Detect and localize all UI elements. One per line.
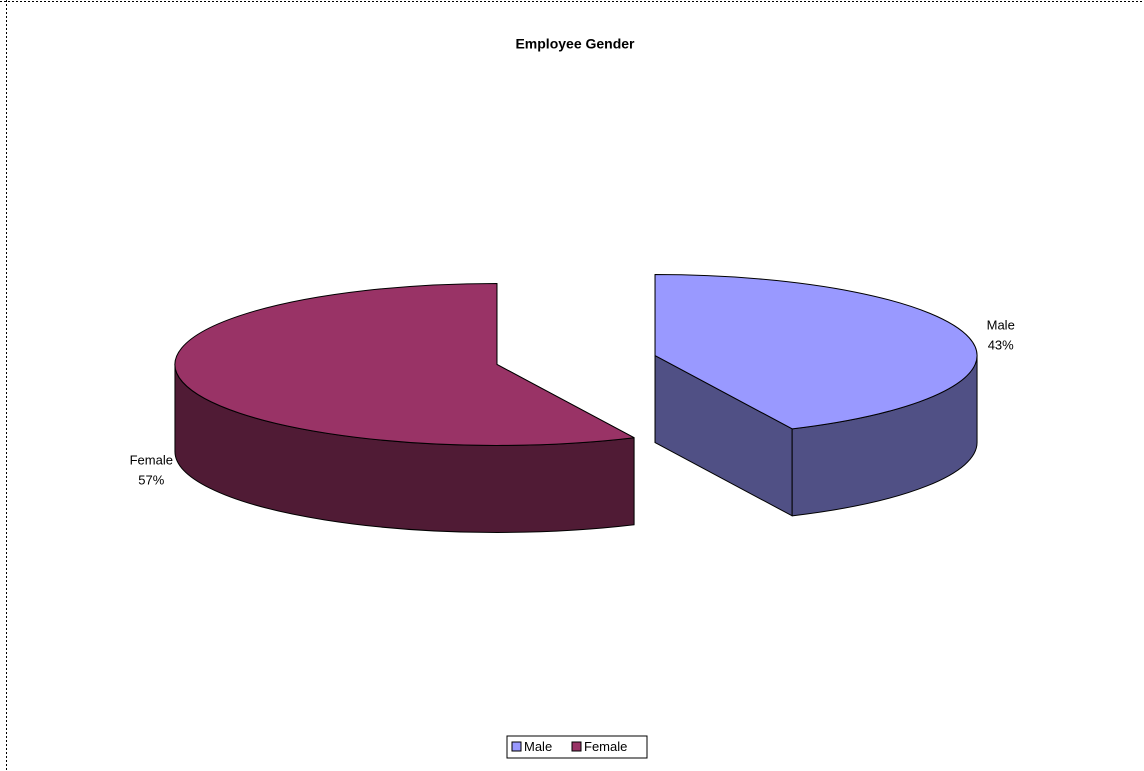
slice-top [174, 282, 635, 446]
pie [174, 274, 978, 533]
data-label-name: Female [130, 452, 173, 467]
data-label-value: 57% [138, 472, 164, 487]
slice [174, 282, 635, 533]
legend-swatch [511, 741, 522, 752]
legend-label: Female [584, 739, 627, 754]
slice-top [654, 274, 978, 430]
data-label-name: Male [987, 318, 1015, 333]
legend-swatch [571, 741, 582, 752]
data-label-value: 43% [988, 338, 1014, 353]
slice [654, 274, 978, 517]
legend-label: Male [524, 739, 552, 754]
chart-title: Employee Gender [515, 36, 635, 52]
